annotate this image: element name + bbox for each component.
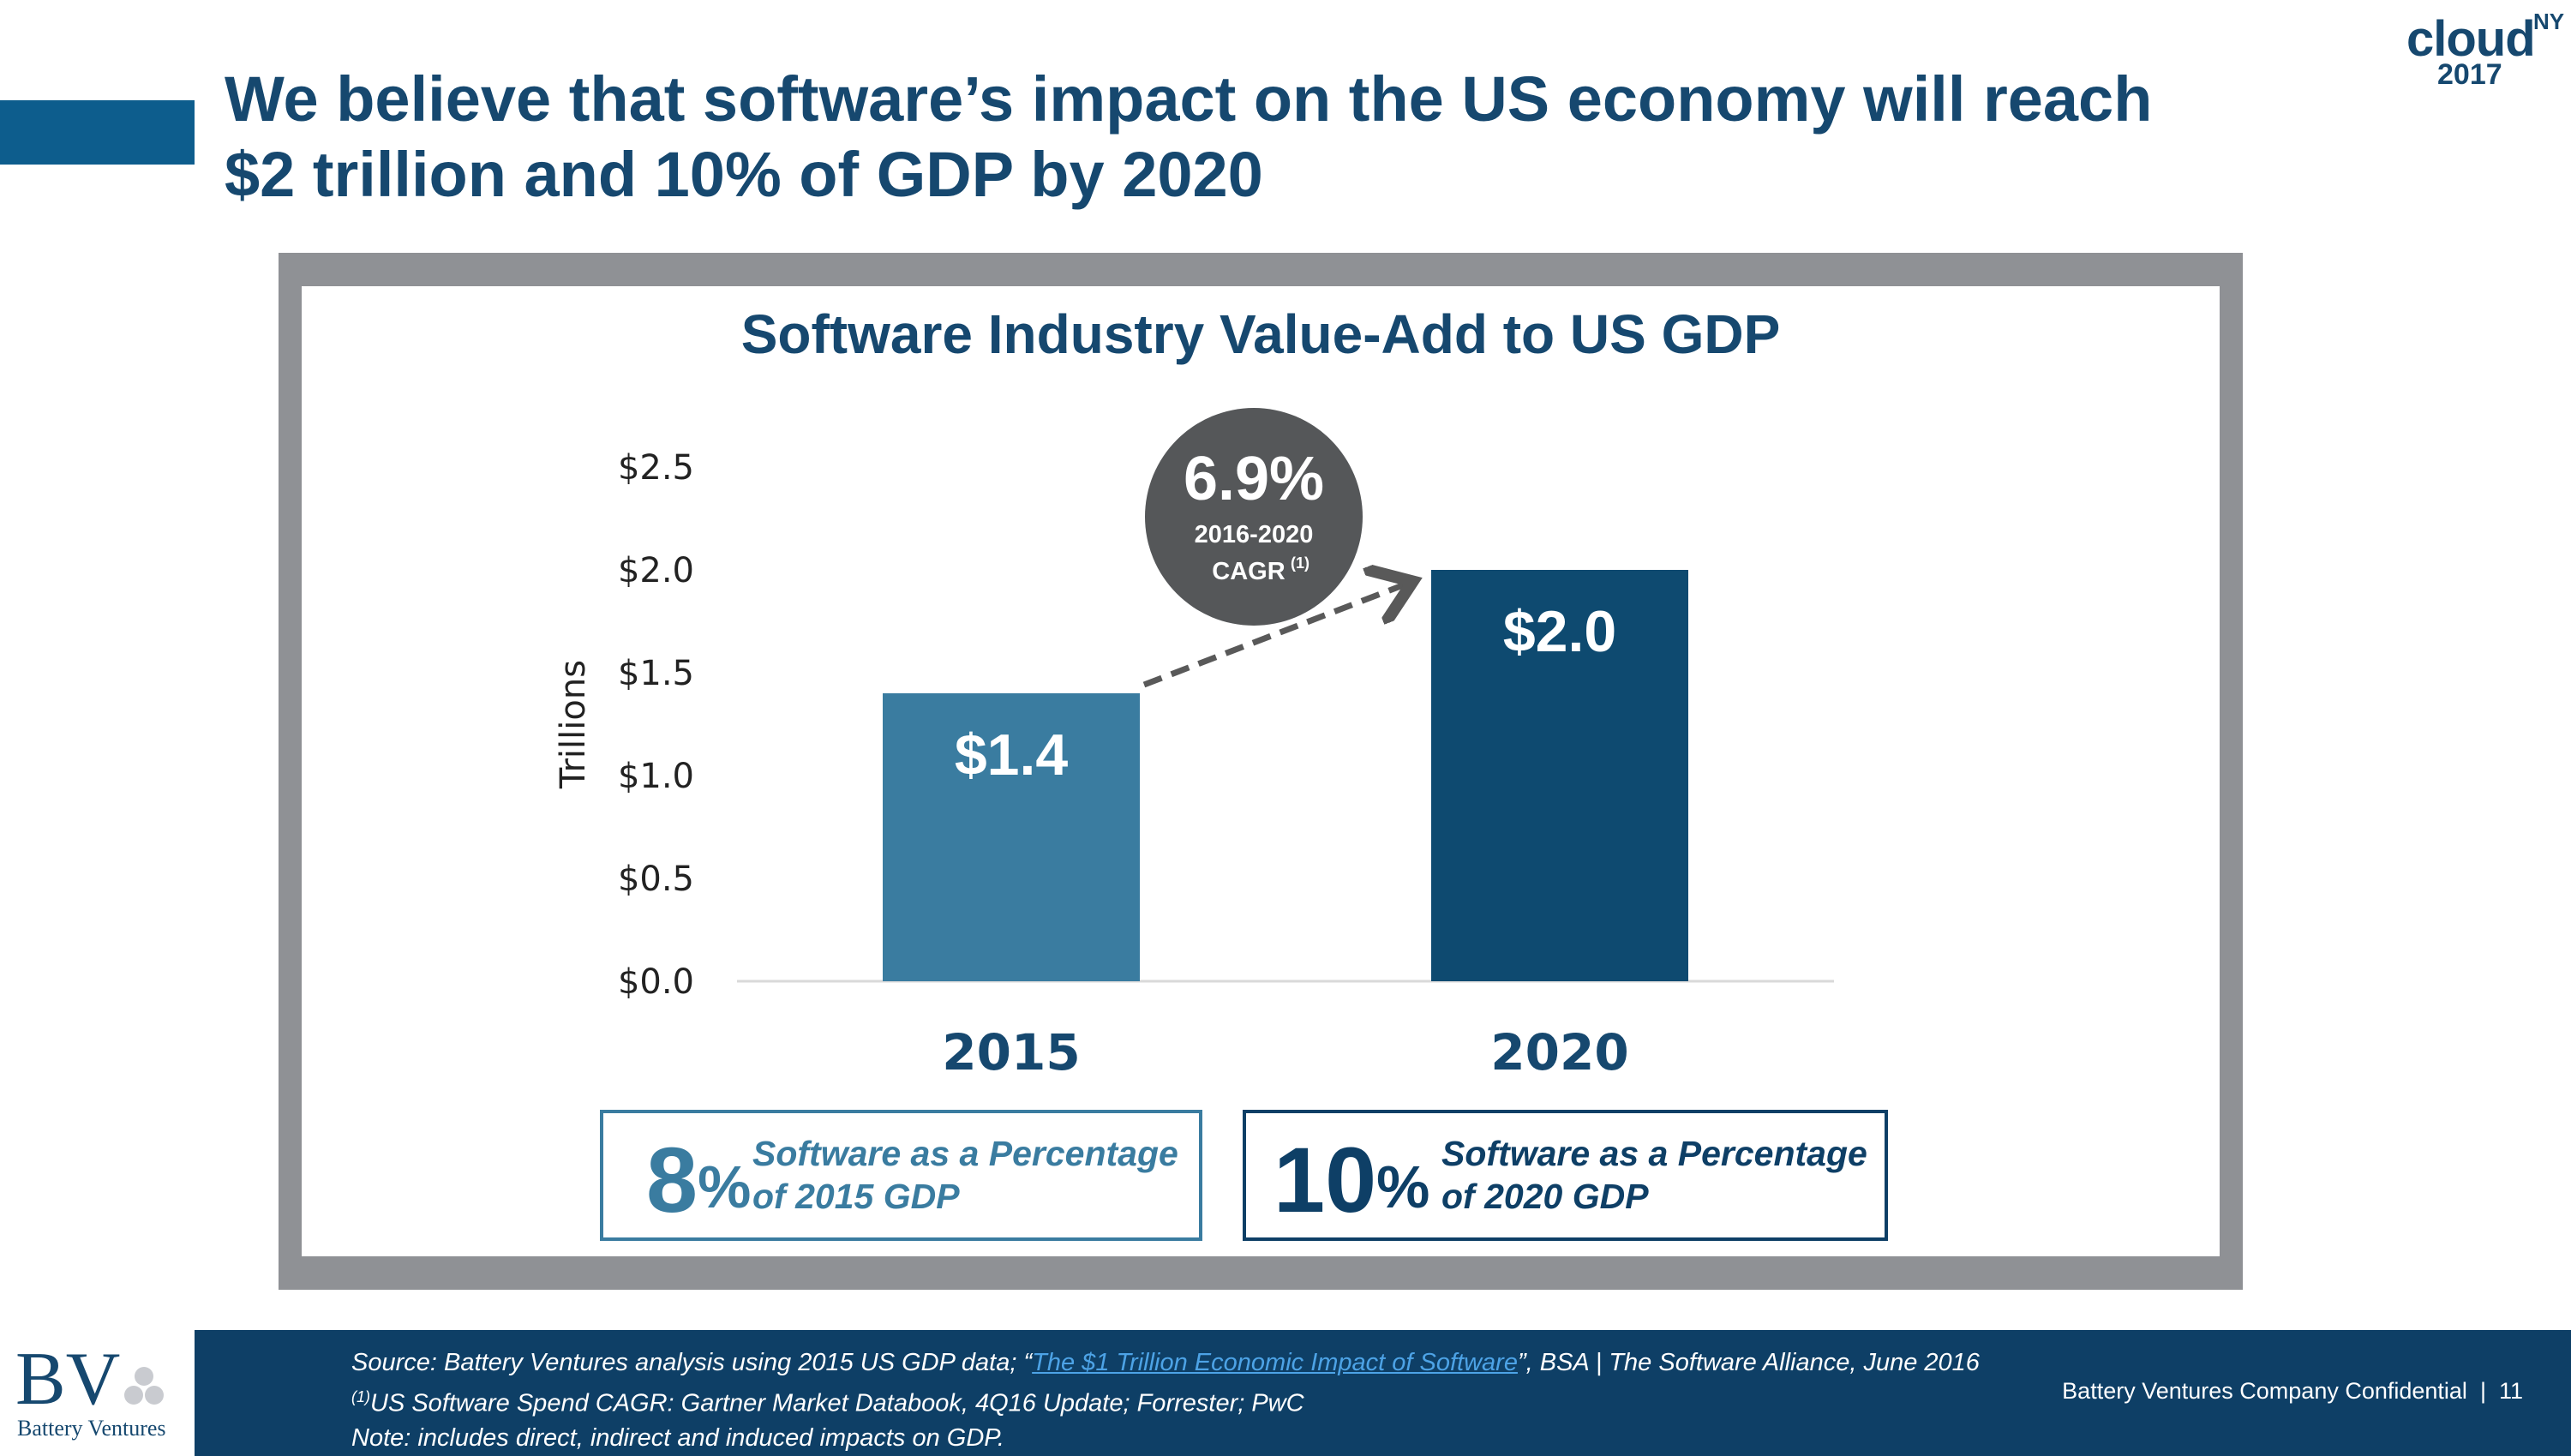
bar-value-label: $2.0 [1503,599,1616,664]
source-note: Source: Battery Ventures analysis using … [351,1349,1980,1376]
impact-note: Note: includes direct, indirect and indu… [351,1423,1004,1452]
growth-arrow [1142,584,1407,688]
cagr-value: 6.9% [1184,445,1324,513]
stat-2020: 10% Software as a Percentage of 2020 GDP [1243,1110,1888,1241]
cagr-footnote-marker: (1) [1291,554,1309,572]
y-tick-label: $1.5 [618,654,694,693]
cagr-circle [1145,408,1363,626]
stat-2015-value: 8% [646,1128,752,1231]
stat-2020-value: 10% [1274,1128,1430,1231]
bar-value-label: $1.4 [955,722,1069,788]
logo-year: 2017 [2437,58,2502,91]
y-tick-label: $0.5 [618,860,694,899]
stat-2015: 8% Software as a Percentage of 2015 GDP [600,1110,1202,1241]
stat-2020-label: Software as a Percentage of 2020 GDP [1441,1134,1867,1216]
logo-dots-icon [124,1366,165,1405]
cagr-note: (1)US Software Spend CAGR: Gartner Marke… [351,1388,1304,1417]
logo-sup: NY [2533,9,2565,34]
slide-title: We believe that software’s impact on the… [225,62,2324,213]
x-tick-label: 2015 [942,1023,1080,1082]
footer-notes: Source: Battery Ventures analysis using … [351,1345,1980,1455]
cagr-period: 2016-2020 [1195,521,1314,548]
logo-word: cloud [2406,11,2536,67]
bar-2015 [883,693,1140,981]
cloud-ny-logo: cloud NY 2017 [2400,9,2564,91]
y-tick-label: $0.0 [618,962,694,1002]
bv-mark: BV [15,1342,166,1417]
title-accent-bar [0,100,195,165]
y-axis-label: Trillions [554,660,593,789]
confidential-label: Battery Ventures Company Confidential | … [2062,1378,2523,1404]
bv-name: Battery Ventures [17,1416,166,1441]
page-number: 11 [2498,1378,2523,1404]
stat-2015-label: Software as a Percentage of 2015 GDP [752,1134,1178,1216]
source-link[interactable]: The $1 Trillion Economic Impact of Softw… [1032,1349,1518,1376]
cagr-label: CAGR [1212,558,1285,585]
bar-2020 [1431,570,1688,981]
title-line-1: We believe that software’s impact on the… [225,63,2153,135]
x-tick-label: 2020 [1490,1023,1628,1082]
y-tick-label: $2.0 [618,551,694,590]
battery-ventures-logo: BV Battery Ventures [15,1342,178,1445]
chart-title: Software Industry Value-Add to US GDP [740,303,1781,365]
y-tick-label: $1.0 [618,757,694,796]
footer-bar: Source: Battery Ventures analysis using … [195,1330,2571,1456]
title-line-2: $2 trillion and 10% of GDP by 2020 [225,139,1263,210]
y-tick-label: $2.5 [618,448,694,488]
